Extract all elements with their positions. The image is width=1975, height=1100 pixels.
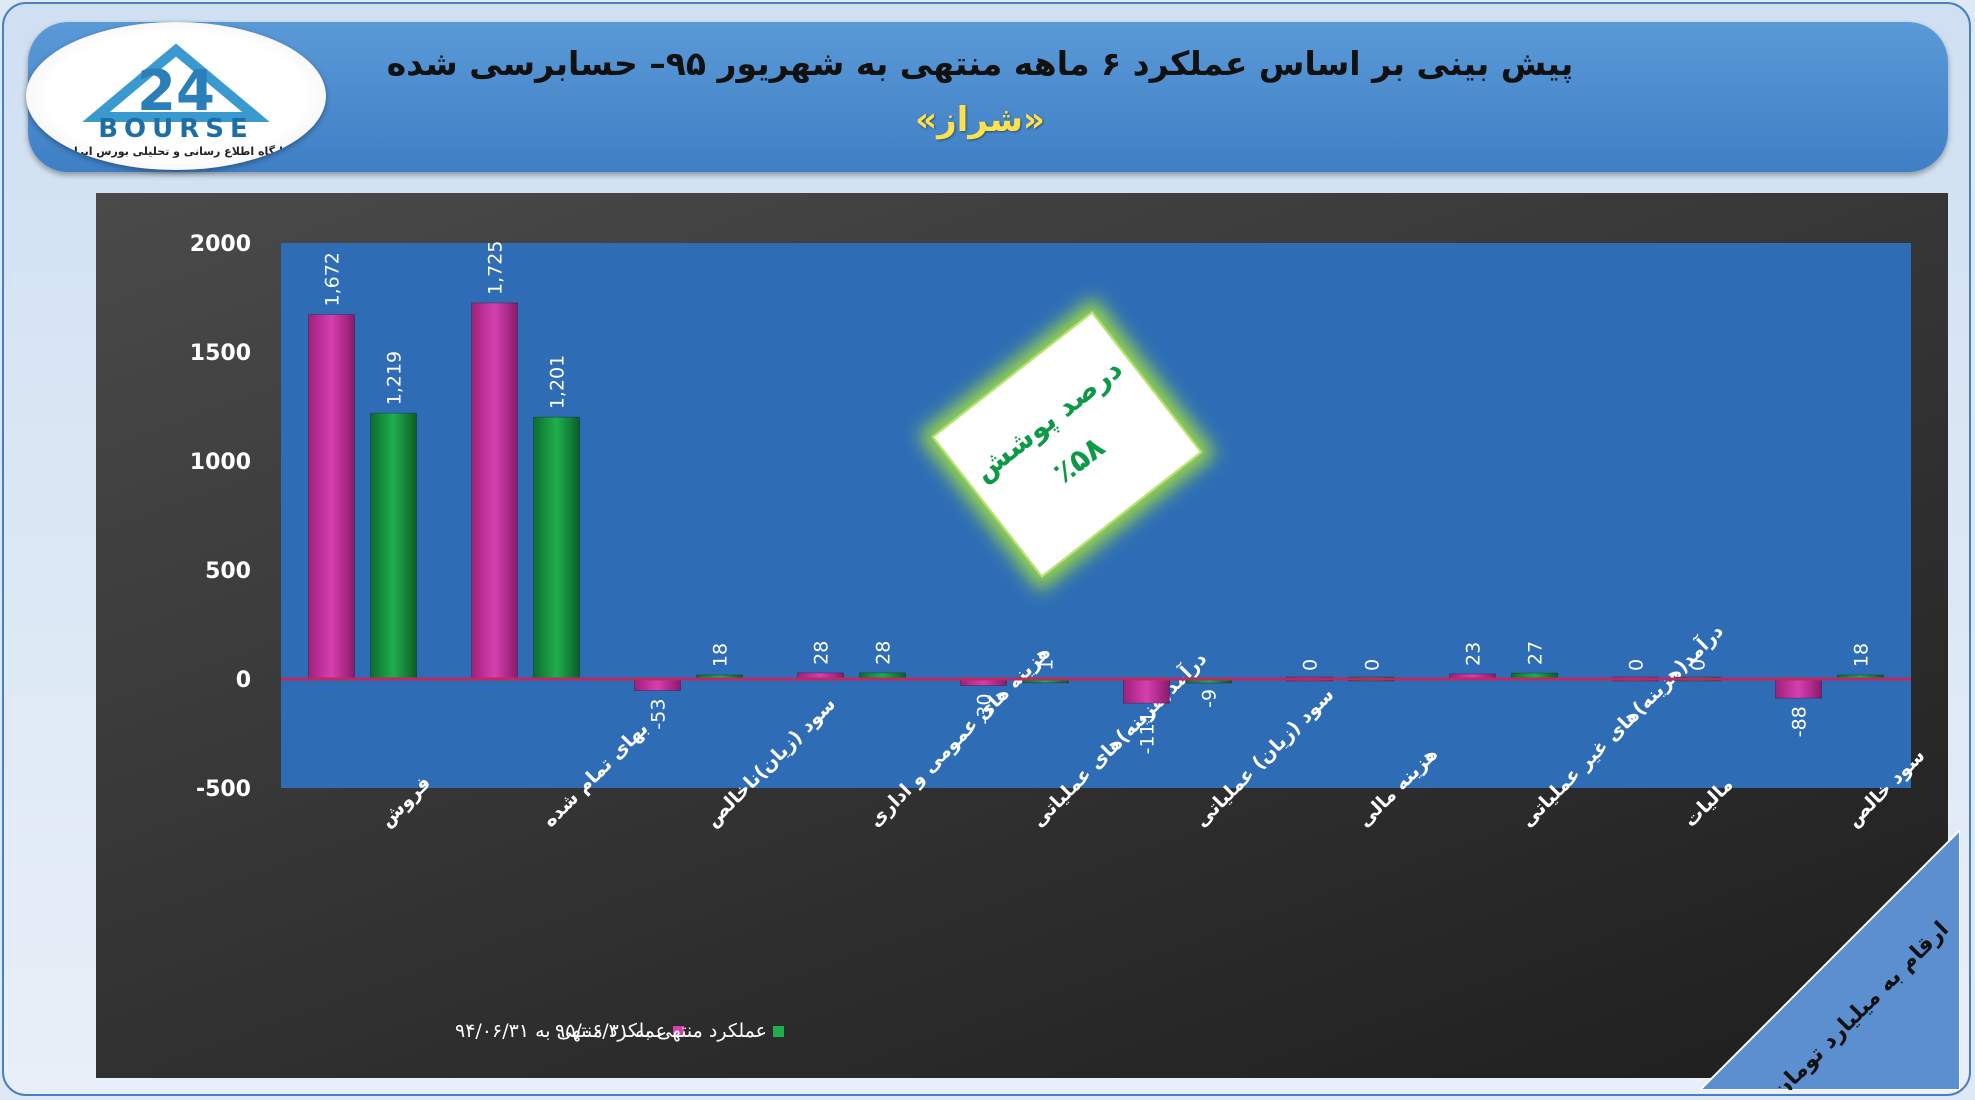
- data-label: 28: [873, 641, 895, 665]
- legend-label-1: عملکرد منتهی به ۹۴/۰۶/۳۱: [455, 1020, 667, 1042]
- y-tick-label: 2000: [190, 232, 251, 257]
- data-label: 28: [811, 641, 833, 665]
- logo-mark-icon: 24: [82, 43, 270, 122]
- legend-swatch-2: [772, 1026, 784, 1037]
- data-label: -53: [648, 699, 670, 730]
- data-label: 0: [1300, 659, 1322, 671]
- units-corner: ارقام به میلیارد تومان: [1700, 830, 1960, 1090]
- data-label: 18: [710, 643, 732, 667]
- y-tick-label: 0: [236, 668, 251, 693]
- page-title: پیش بینی بر اساس عملکرد ۶ ماهه منتهی به …: [386, 44, 1574, 83]
- data-label: 23: [1463, 642, 1485, 666]
- data-label: 0: [1626, 659, 1648, 671]
- legend-item-1: عملکرد منتهی به ۹۴/۰۶/۳۱: [455, 1020, 684, 1042]
- header-banner: [28, 22, 1948, 172]
- data-label: -88: [1789, 706, 1811, 737]
- legend-item-2: عملکرد منتهی به ۹۵/۰۶/۳۱: [555, 1020, 784, 1042]
- y-tick-label: 1000: [190, 450, 251, 475]
- bar-series-1: [308, 314, 355, 680]
- bar-series-2: [533, 416, 580, 680]
- chart-panel: 2000 1500 1000 500 0 -500 1,672 1,219 فروش 1,725 1…: [96, 193, 1948, 1078]
- bar-series-1: [1775, 678, 1822, 699]
- data-label: 1: [1036, 659, 1058, 671]
- y-tick-label: 500: [205, 559, 251, 584]
- logo-tagline: پایگاه اطلاع رسانی و تحلیلی بورس ایران: [64, 145, 288, 158]
- legend-label-2: عملکرد منتهی به ۹۵/۰۶/۳۱: [555, 1020, 767, 1042]
- data-label: 1,672: [322, 252, 344, 306]
- y-tick-label: 1500: [190, 341, 251, 366]
- logo: 24 BOURSE پایگاه اطلاع رسانی و تحلیلی بو…: [26, 22, 326, 170]
- data-label: -111: [1137, 711, 1159, 754]
- company-name: «شراز»: [915, 100, 1045, 140]
- data-label: 0: [1362, 659, 1384, 671]
- y-tick-label: -500: [196, 777, 251, 802]
- bar-series-2: [370, 412, 417, 680]
- data-label: 0: [1688, 659, 1710, 671]
- data-label: -30: [974, 694, 996, 725]
- data-label: 1,201: [547, 355, 569, 409]
- legend-swatch-1: [672, 1026, 684, 1037]
- bar-chart: 2000150010005000-5001,6721,219فروش1,7251…: [190, 232, 1930, 832]
- bar-series-1: [634, 678, 681, 692]
- data-label: 1,219: [384, 351, 406, 405]
- data-label: 1,725: [485, 241, 507, 295]
- logo-brand: BOURSE: [98, 114, 254, 144]
- bar-series-1: [1123, 678, 1170, 704]
- data-label: -9: [1199, 689, 1221, 708]
- bar-series-1: [471, 302, 518, 680]
- data-label: 18: [1851, 643, 1873, 667]
- data-label: 27: [1525, 641, 1547, 665]
- units-corner-shape: ارقام به میلیارد تومان: [1700, 830, 1960, 1090]
- svg-text:24: 24: [137, 59, 215, 122]
